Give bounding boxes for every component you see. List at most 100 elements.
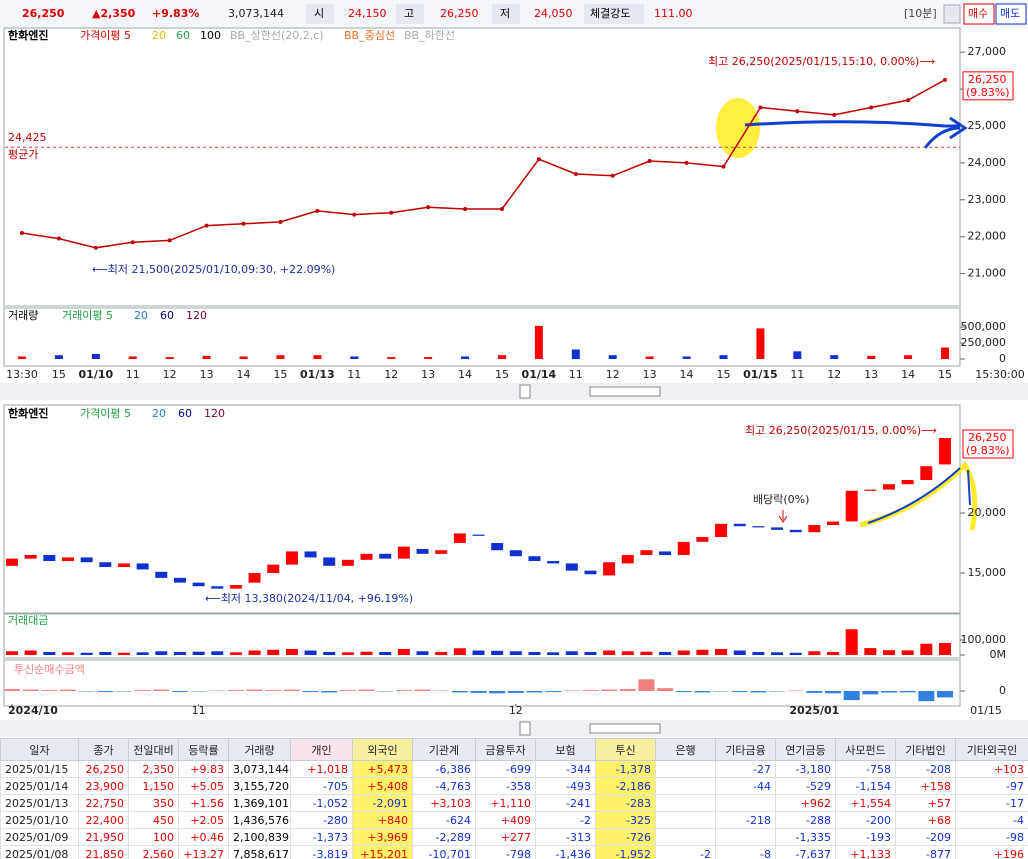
value-bar: [211, 651, 224, 655]
table-cell: 26,250: [78, 760, 129, 778]
table-cell: -1,335: [775, 828, 836, 846]
volume-bar: [91, 353, 100, 359]
value-bar: [192, 651, 205, 655]
legend-item: 20: [152, 407, 166, 420]
scroll-button[interactable]: [519, 721, 531, 736]
table-cell: 450: [128, 811, 179, 829]
table-cell: -798: [475, 845, 536, 859]
value-bar: [435, 652, 448, 655]
volume-bar: [350, 356, 359, 359]
candle: [304, 551, 317, 558]
table-cell: 350: [128, 794, 179, 812]
candle: [43, 555, 56, 562]
value-bar: [901, 650, 914, 655]
x-tick-label: 15: [938, 368, 952, 381]
table-cell: -877: [895, 845, 956, 859]
table-cell: -27: [715, 760, 776, 778]
net-bar: [265, 690, 282, 691]
column-header: 전일대비: [128, 738, 179, 761]
table-cell: -2,289: [412, 828, 476, 846]
net-bar: [470, 691, 487, 693]
price-point: [647, 159, 652, 164]
buy-button[interactable]: [963, 3, 995, 25]
table-cell: +5.05: [178, 777, 229, 795]
value-bar: [677, 650, 690, 655]
scrollbar[interactable]: [589, 386, 661, 397]
volume-bar: [756, 328, 765, 359]
value-bar: [397, 649, 410, 655]
sell[interactable]: 매도: [1000, 7, 1020, 20]
x-tick-label: 15: [273, 368, 287, 381]
price-point: [278, 219, 283, 224]
scrollbar[interactable]: [589, 723, 661, 734]
net-bar: [806, 691, 823, 693]
price-tag: [962, 429, 1014, 459]
y-tick-label: 500,000: [961, 320, 1007, 333]
table-cell: -705: [290, 777, 353, 795]
table-cell: -2,186: [595, 777, 656, 795]
period[interactable]: [10분]: [904, 7, 937, 20]
panel-frame: [3, 613, 961, 659]
column-header: 거래량: [228, 738, 291, 761]
net-bar: [321, 691, 338, 693]
x-tick-label: 13: [864, 368, 878, 381]
volume-bar: [682, 356, 691, 359]
legend-item: 60: [176, 29, 190, 42]
y-tick-label: 27,000: [968, 45, 1007, 58]
value-bar: [323, 652, 336, 655]
charts: 26,250 ▲2,350 +9.83% 3,073,144 시 24,150 …: [0, 0, 1028, 737]
table-cell: [715, 828, 776, 846]
net-bar: [937, 691, 953, 698]
price-point: [93, 245, 98, 250]
volume-bar: [867, 355, 876, 359]
value-bar: [6, 651, 18, 655]
legend-item: 20: [134, 309, 148, 322]
price-point: [426, 205, 431, 210]
volume-bar: [534, 325, 543, 359]
table-cell: +962: [775, 794, 836, 812]
settings-button[interactable]: [943, 4, 961, 24]
value-bar: [453, 648, 466, 655]
x-tick-label: 11: [790, 368, 804, 381]
x-tick-label: 2025/01: [789, 704, 839, 717]
sell-button[interactable]: [995, 3, 1027, 25]
scroll-button[interactable]: [519, 384, 531, 399]
net-bar: [862, 691, 879, 695]
table-cell: -699: [475, 760, 536, 778]
table-cell: +57: [895, 794, 956, 812]
candle: [24, 555, 37, 559]
table-cell: [655, 811, 716, 829]
label-box: [492, 4, 520, 24]
column-header: 연기금등: [775, 738, 836, 761]
x-end-label: 01/15: [970, 704, 1002, 717]
value-bar: [771, 652, 784, 655]
net-bar: [358, 689, 375, 691]
buy[interactable]: 매수: [968, 7, 988, 20]
candle: [864, 489, 877, 491]
x-end-label: 15:30:00: [975, 368, 1024, 381]
x-tick-label: 01/14: [522, 368, 557, 381]
volume-bar: [719, 355, 728, 359]
table-cell: -283: [595, 794, 656, 812]
value-bar: [472, 650, 485, 655]
table-cell: -6,386: [412, 760, 476, 778]
y-tick-label: 21,000: [968, 267, 1007, 280]
net-bar: [881, 691, 898, 693]
table-cell: 100: [128, 828, 179, 846]
candle: [453, 533, 466, 544]
table-cell: 21,850: [78, 845, 129, 859]
candle: [939, 438, 951, 465]
table-cell: 2,560: [128, 845, 179, 859]
x-tick-label: 01/10: [79, 368, 114, 381]
table-cell: +196: [955, 845, 1028, 859]
candle: [323, 557, 336, 566]
value-bar: [61, 652, 74, 655]
price-tag-text: 26,250: [968, 73, 1007, 86]
table-cell: -10,701: [412, 845, 476, 859]
value-bar: [752, 652, 765, 655]
net-bar: [134, 690, 151, 691]
candle: [99, 562, 112, 568]
header-row: 일자 종가 전일대비 등락률 거래량 개인 외국인 기관계 금융투자 보험 투신 은행 기타금융 연기금등…: [0, 738, 1028, 761]
legend-title: 투신순매수금액: [14, 663, 85, 676]
net-bar: [41, 690, 58, 691]
